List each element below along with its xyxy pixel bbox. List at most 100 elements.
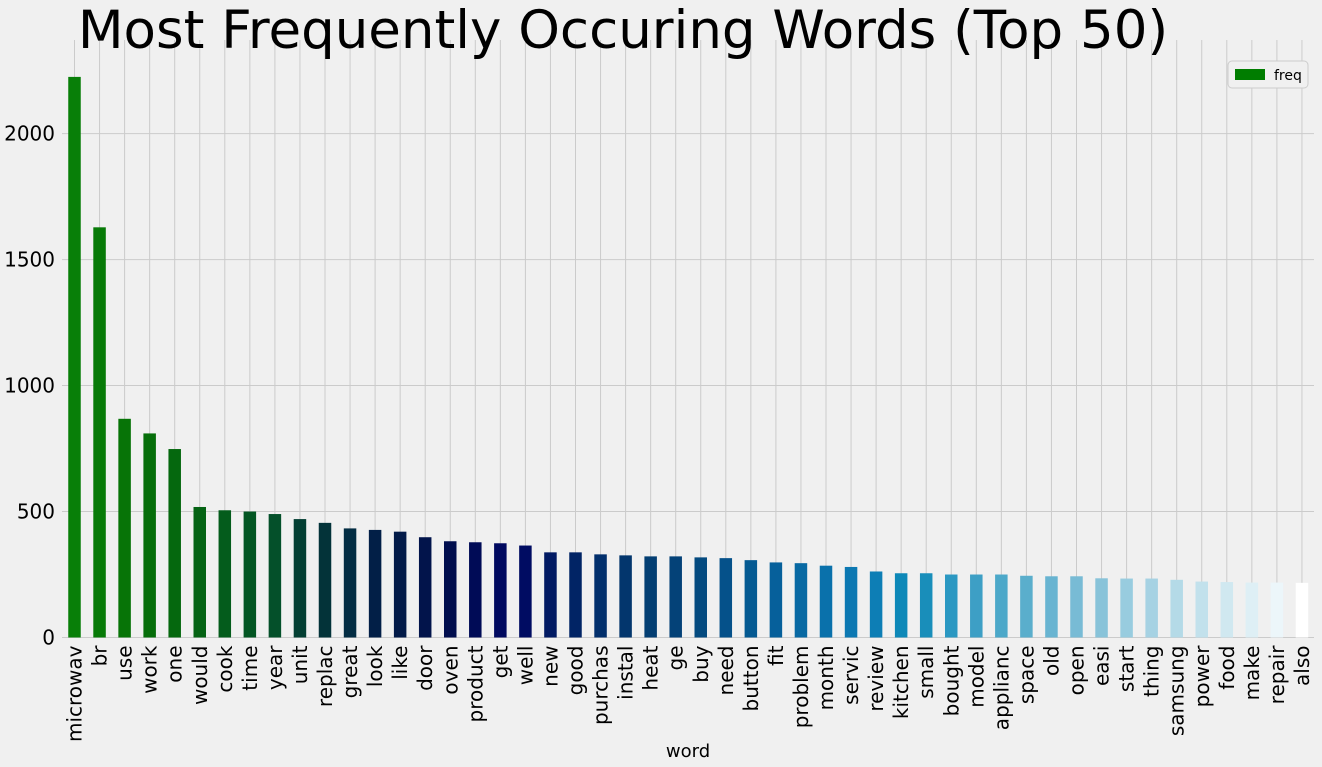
legend: freq (1227, 60, 1309, 89)
bar-month (819, 565, 833, 638)
x-tick-label: door (413, 645, 437, 691)
y-tick-label: 500 (17, 500, 55, 524)
bar-door (418, 537, 432, 638)
x-tick-label: servic (839, 646, 863, 705)
x-tick-label: start (1115, 645, 1139, 692)
x-tick-label: food (1215, 646, 1239, 690)
x-tick-label: space (1014, 646, 1038, 705)
bar-great (343, 528, 357, 638)
x-tick-label: samsung (1165, 646, 1189, 737)
x-tick-label: oven (438, 646, 462, 695)
x-tick-label: like (388, 646, 412, 680)
bar-buy (694, 557, 707, 638)
bar-microwav (68, 76, 81, 638)
bar-look (368, 529, 382, 638)
bar-repair (1270, 582, 1284, 638)
bar-problem (794, 563, 808, 638)
bar-ge (669, 556, 682, 638)
bar-unit (293, 519, 307, 638)
bar-model (970, 574, 983, 638)
x-tick-label: good (564, 646, 588, 696)
x-tick-label: fit (764, 645, 788, 666)
bar-open (1070, 576, 1083, 638)
x-tick-label: open (1065, 646, 1089, 696)
bar-new (544, 552, 557, 638)
x-tick-label: repair (1265, 645, 1289, 705)
x-axis-label: word (666, 741, 710, 762)
bar-thing (1145, 578, 1158, 638)
x-tick-label: month (814, 646, 838, 711)
x-tick-label: would (188, 646, 212, 706)
x-tick-label: great (338, 645, 362, 698)
bar-instal (619, 555, 632, 638)
bar-layer (68, 76, 1309, 638)
x-tick-label: use (113, 646, 137, 681)
x-tick-label: easi (1090, 646, 1114, 687)
x-tick-label: look (363, 645, 387, 687)
bar-start (1120, 578, 1133, 638)
x-tick-label: replac (313, 646, 337, 708)
bar-like (393, 531, 407, 638)
y-tick-label: 0 (42, 626, 55, 650)
bar-make (1245, 582, 1259, 638)
x-tick-label: bought (939, 645, 963, 716)
x-tick-label: product (463, 645, 487, 722)
bar-button (744, 560, 758, 638)
x-tick-label: one (163, 646, 187, 683)
bar-servic (844, 566, 858, 638)
x-tick-label: purchas (589, 646, 613, 726)
x-tick-label: power (1190, 645, 1214, 708)
y-tick-label: 2000 (4, 122, 55, 146)
x-tick-label: review (864, 646, 888, 712)
bar-purchas (594, 554, 607, 638)
bar-get (494, 543, 507, 638)
x-tick-label: cook (213, 645, 237, 692)
bar-use (118, 418, 131, 638)
bar-product (469, 542, 482, 638)
x-tick-label: problem (789, 646, 813, 729)
bar-easi (1095, 578, 1108, 638)
bar-work (143, 433, 156, 638)
bar-oven (444, 541, 457, 638)
bar-old (1045, 576, 1058, 638)
bar-good (569, 552, 582, 638)
x-tick-label: make (1240, 646, 1264, 701)
bar-heat (644, 556, 657, 638)
legend-label: freq (1274, 68, 1302, 84)
x-tick-label: instal (614, 646, 638, 700)
x-tick-label: model (964, 646, 988, 708)
bar-need (719, 558, 733, 638)
x-tick-label: unit (288, 645, 312, 684)
x-tick-label: new (538, 646, 562, 687)
bar-space (1020, 575, 1033, 638)
x-tick-label: also (1290, 646, 1314, 686)
bar-food (1220, 582, 1234, 638)
x-tick-label: thing (1140, 646, 1164, 697)
bar-time (243, 511, 257, 638)
bar-small (919, 573, 933, 638)
x-axis-ticks: microwav br use work one would cook time year uni… (63, 645, 1314, 742)
bar-samsung (1170, 579, 1183, 638)
x-tick-label: get (488, 645, 512, 678)
y-axis-ticks: 0 500 1000 1500 2000 (4, 122, 55, 650)
x-tick-label: well (513, 646, 537, 686)
bar-replac (318, 522, 332, 638)
x-tick-label: heat (639, 645, 663, 690)
x-tick-label: kitchen (889, 646, 913, 720)
bar-also (1295, 582, 1309, 638)
bar-bought (945, 574, 958, 638)
y-tick-label: 1000 (4, 374, 55, 398)
bar-kitchen (894, 573, 908, 638)
bar-br (93, 227, 106, 638)
x-tick-label: ge (664, 646, 688, 671)
x-tick-label: button (739, 646, 763, 712)
bar-power (1195, 581, 1208, 638)
x-tick-label: br (88, 645, 112, 667)
bar-one (168, 449, 181, 638)
bar-cook (218, 510, 232, 638)
bar-applianc (995, 574, 1008, 638)
x-tick-label: small (914, 646, 938, 699)
x-tick-label: buy (689, 645, 713, 682)
